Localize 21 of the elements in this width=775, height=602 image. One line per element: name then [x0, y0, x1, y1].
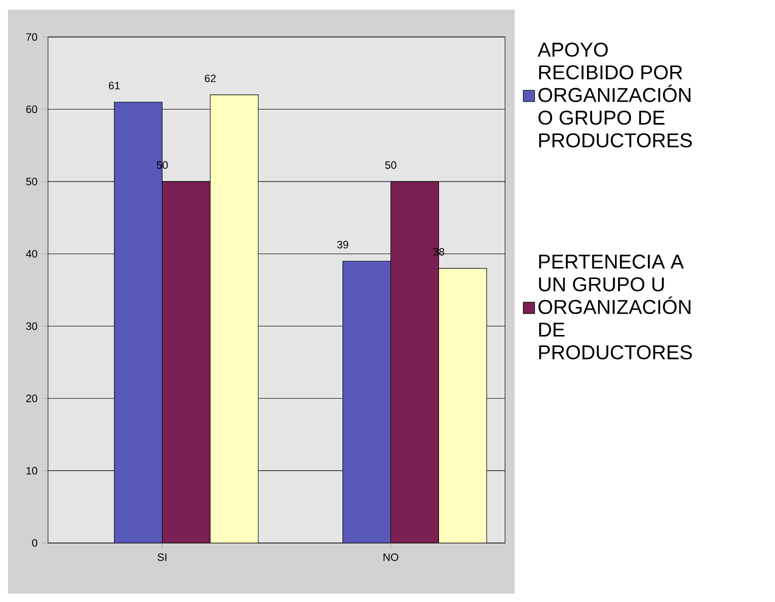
y-tick-label: 20 — [26, 394, 38, 402]
y-tick-label: 30 — [26, 322, 38, 330]
y-tick-label: 10 — [26, 466, 38, 474]
bar — [162, 181, 211, 543]
data-label: 50 — [385, 161, 396, 169]
y-tick-label: 70 — [26, 33, 38, 41]
x-tick-label: SI — [158, 553, 166, 561]
y-tick-label: 0 — [32, 539, 38, 547]
legend-label: PERTENECIA A UN GRUPO U ORGANIZACIÓN DE PRODUCTORES — [538, 254, 692, 360]
bar — [438, 268, 487, 543]
data-label: 61 — [108, 82, 120, 90]
data-label: 50 — [156, 161, 168, 169]
y-tick-label: 60 — [26, 106, 38, 114]
y-tick-label: 40 — [26, 250, 38, 258]
legend-label: APOYO RECIBIDO POR ORGANIZACIÓN O GRUPO DE PRODUCTORES — [538, 42, 692, 148]
bar — [342, 260, 392, 543]
data-label: 62 — [204, 74, 216, 82]
x-tick-label: NO — [384, 553, 398, 561]
y-tick-label: 50 — [26, 178, 38, 186]
bar — [210, 94, 258, 543]
data-label: 39 — [337, 240, 348, 248]
